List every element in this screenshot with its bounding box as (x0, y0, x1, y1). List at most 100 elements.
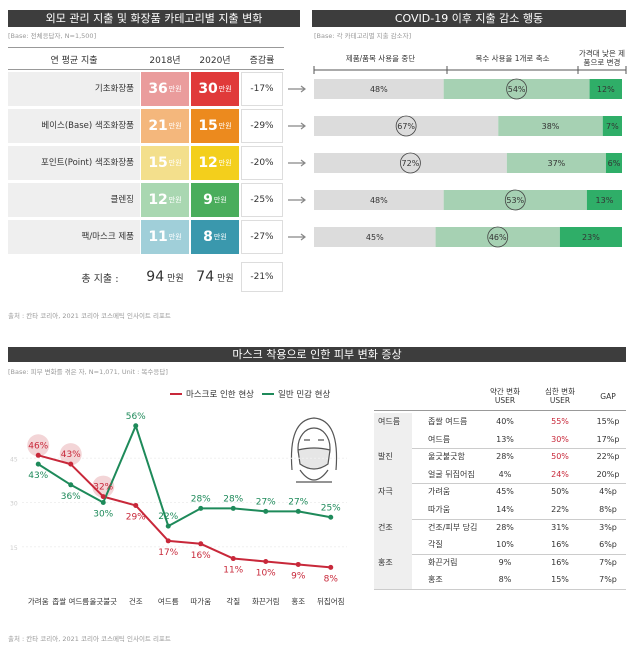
total-value: 74 만원 (191, 262, 239, 292)
point (198, 505, 204, 511)
value: 36 (148, 81, 168, 97)
line (37, 424, 331, 528)
value: 12 (198, 155, 218, 171)
legend-label: 복수 사용을 1개로 축소 (475, 53, 550, 63)
bar-segment (605, 153, 622, 173)
bar-segment (443, 79, 590, 99)
face-illustration (290, 417, 338, 483)
row-label-cell: 기초화장품 (8, 72, 140, 106)
value-2020: 8 만원 (191, 220, 239, 254)
value-label: 27% (256, 497, 276, 507)
cell: 4%p (599, 487, 617, 497)
x-tick-label: 홍조 (291, 597, 306, 606)
unit: 만원 (213, 233, 227, 241)
row-label: 얼굴 뒤집어짐 (428, 469, 475, 479)
legend-label: 제품/품목 사용을 중단 (345, 53, 416, 63)
row-label: 기초화장품 (94, 84, 134, 94)
rule (8, 47, 284, 48)
group-label: 건조 (378, 522, 393, 532)
cell: 22% (551, 505, 569, 514)
rule (374, 410, 626, 411)
bar-segment (314, 116, 499, 136)
point (230, 556, 236, 562)
change: -17% (241, 72, 283, 106)
cell: 7%p (599, 575, 617, 585)
value-label: 16% (191, 551, 211, 561)
value-label: 72% (402, 159, 420, 168)
value-label: 8% (324, 574, 339, 584)
cell: 7%p (599, 557, 617, 567)
x-tick-label: 여드름 (157, 597, 179, 606)
cell: 31% (551, 522, 569, 532)
value-label: 30% (93, 510, 113, 520)
section-title: COVID-19 이후 지출 감소 행동 (312, 10, 626, 27)
change: -25% (241, 183, 283, 217)
value: 15 (148, 155, 168, 171)
section-title: 외모 관리 지출 및 화장품 카테고리별 지출 변화 (8, 10, 300, 27)
row-label: 따가움 (428, 505, 451, 514)
cell: 3%p (599, 522, 617, 532)
value-2020: 12 만원 (191, 146, 239, 180)
point (263, 508, 269, 514)
cell: 20%p (596, 469, 620, 479)
table-header: 약간 변화 USER (490, 387, 520, 405)
value-label: 48% (370, 196, 388, 205)
point (165, 538, 171, 544)
group-label: 발진 (378, 452, 393, 462)
row-label: 팩/마스크 제품 (81, 232, 135, 242)
value: 12 (148, 192, 168, 208)
cell: 15%p (596, 417, 620, 426)
value-label: 10% (256, 569, 276, 579)
point (100, 494, 106, 500)
value-label: 43% (61, 450, 81, 460)
highlight-circle (504, 189, 526, 211)
row-label: 베이스(Base) 색조화장품 (41, 121, 134, 131)
value: 9 (203, 192, 213, 208)
cell: 28% (496, 452, 514, 462)
value-label: 7% (606, 122, 619, 131)
group-cell (374, 518, 412, 554)
row-label: 가려움 (428, 487, 451, 497)
value-label: 27% (288, 497, 308, 507)
table-header: 심한 변화 USER (545, 387, 575, 405)
point (35, 461, 41, 467)
value-label: 54% (508, 85, 526, 94)
point (198, 541, 204, 547)
cell: 8%p (599, 505, 617, 514)
unit: 만원 (168, 233, 182, 241)
value-label: 17% (158, 548, 178, 558)
cell: 17%p (596, 434, 620, 444)
cell: 30% (551, 434, 569, 444)
change: -29% (241, 109, 283, 143)
table-header: 증감률 (249, 55, 275, 66)
point (35, 452, 41, 458)
cell: 45% (496, 487, 514, 497)
rule (374, 483, 626, 485)
total-label: 총 지출 : (81, 273, 119, 285)
value-label: 22% (158, 512, 178, 522)
bar-segment (559, 227, 622, 247)
point (328, 564, 334, 570)
value: 15 (198, 118, 218, 134)
unit: 만원 (218, 122, 232, 130)
label-highlight (27, 434, 50, 457)
cell: 40% (496, 417, 514, 426)
value-label: 11% (223, 566, 243, 576)
cell: 28% (496, 522, 514, 532)
row-label: 좁쌀 여드름 (428, 417, 468, 426)
row-label: 울긋불긋함 (428, 452, 465, 462)
x-tick-label: 가려움 (27, 597, 49, 606)
group-label: 여드름 (378, 417, 401, 426)
value-label: 9% (291, 571, 306, 581)
group-cell (374, 448, 412, 484)
legend-label: 가격대 낮은 제품으로 변경 (578, 49, 626, 67)
point (328, 514, 334, 520)
unit: 만원 (168, 196, 182, 204)
footnote: 출처 : 칸타 코리아, 2021 코리아 코스메틱 인사이트 리포트 (8, 635, 171, 643)
table-header: GAP (600, 391, 616, 401)
change: -27% (241, 220, 283, 254)
value-2018: 12 만원 (141, 183, 189, 217)
value-2018: 11 만원 (141, 220, 189, 254)
